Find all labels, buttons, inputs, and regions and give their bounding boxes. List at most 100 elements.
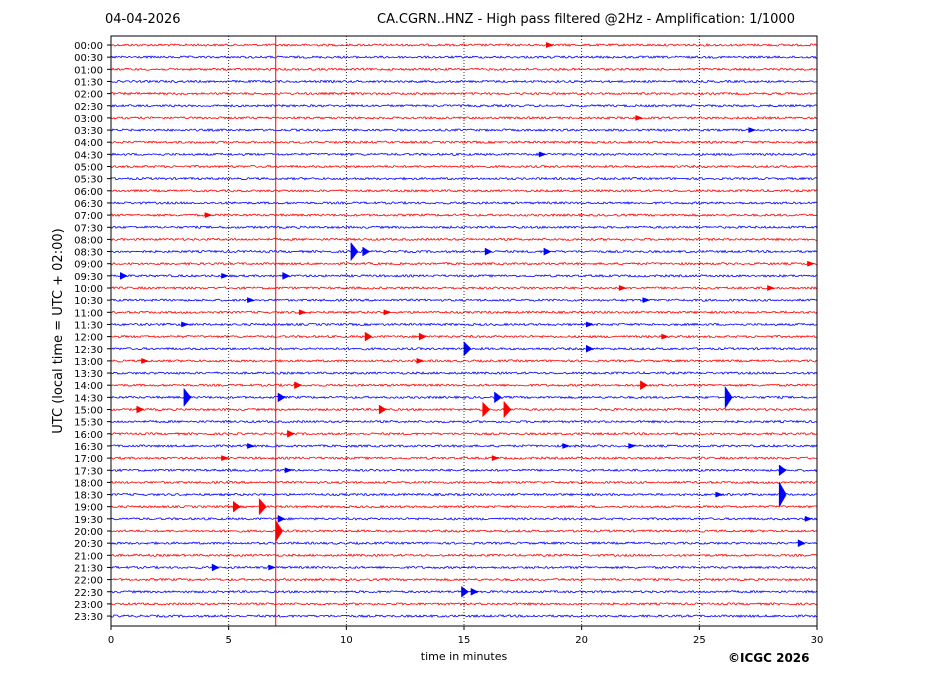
trace-group bbox=[110, 42, 818, 618]
trace-1600 bbox=[110, 431, 818, 436]
trace-1500 bbox=[110, 407, 818, 412]
trace-1430 bbox=[110, 395, 818, 400]
x-tick-label-0: 0 bbox=[108, 635, 114, 646]
y-tick-label-1830: 18:30 bbox=[74, 491, 103, 502]
event-1000-1 bbox=[767, 285, 775, 291]
trace-0600 bbox=[110, 188, 818, 193]
event-0830-2 bbox=[484, 248, 493, 256]
y-tick-label-0300: 03:00 bbox=[74, 114, 103, 125]
trace-1830 bbox=[110, 492, 818, 497]
y-tick-label-1900: 19:00 bbox=[74, 503, 103, 514]
event-0930-2 bbox=[282, 272, 290, 280]
y-tick-label-2000: 20:00 bbox=[74, 527, 103, 538]
x-tick-label-15: 15 bbox=[458, 635, 471, 646]
event-1500-1 bbox=[378, 405, 387, 414]
x-tick-label-20: 20 bbox=[575, 635, 588, 646]
y-tick-label-1230: 12:30 bbox=[74, 345, 103, 356]
event-0700-0 bbox=[204, 212, 213, 218]
event-0300-0 bbox=[635, 115, 643, 121]
y-tick-label-0500: 05:00 bbox=[74, 163, 103, 174]
event-1500-3 bbox=[503, 401, 511, 418]
event-2030-0 bbox=[797, 539, 806, 547]
event-1030-0 bbox=[247, 297, 255, 303]
trace-0400 bbox=[110, 140, 818, 145]
x-tick-label-25: 25 bbox=[693, 635, 706, 646]
event-1100-0 bbox=[298, 309, 307, 315]
trace-1530 bbox=[110, 419, 818, 424]
event-1730-0 bbox=[284, 467, 293, 473]
y-tick-label-1500: 15:00 bbox=[74, 406, 103, 417]
y-tick-label-0430: 04:30 bbox=[74, 150, 103, 161]
y-tick-label-1430: 14:30 bbox=[74, 393, 103, 404]
event-2000-0 bbox=[275, 520, 283, 542]
event-1230-1 bbox=[586, 345, 594, 353]
trace-1930 bbox=[110, 516, 818, 521]
event-1130-0 bbox=[181, 321, 189, 328]
event-1400-1 bbox=[640, 380, 648, 390]
event-1430-1 bbox=[277, 392, 286, 402]
y-tick-label-2300: 23:00 bbox=[74, 600, 103, 611]
event-0000-0 bbox=[546, 42, 554, 48]
event-1600-0 bbox=[287, 430, 295, 438]
event-0930-0 bbox=[120, 272, 128, 280]
y-tick-label-0930: 09:30 bbox=[74, 272, 103, 283]
y-tick-label-0200: 02:00 bbox=[74, 90, 103, 101]
y-tick-label-0030: 00:30 bbox=[74, 53, 103, 64]
event-1000-0 bbox=[618, 285, 627, 291]
x-axis: 0 5 10 15 20 25 30 bbox=[108, 626, 823, 646]
event-1900-0 bbox=[233, 501, 241, 513]
event-1930-1 bbox=[804, 516, 813, 522]
y-tick-label-1000: 10:00 bbox=[74, 284, 103, 295]
y-tick-label-2200: 22:00 bbox=[74, 576, 103, 587]
event-1100-1 bbox=[383, 309, 391, 315]
y-tick-label-0800: 08:00 bbox=[74, 235, 103, 246]
y-axis-label: UTC (local time = UTC + 02:00) bbox=[51, 228, 66, 433]
event-1200-1 bbox=[418, 333, 427, 341]
y-tick-label-1200: 12:00 bbox=[74, 333, 103, 344]
y-tick-label-0700: 07:00 bbox=[74, 211, 103, 222]
y-tick-label-1930: 19:30 bbox=[74, 515, 103, 526]
event-2230-1 bbox=[470, 588, 479, 596]
event-0830-1 bbox=[362, 247, 370, 257]
event-1500-2 bbox=[482, 402, 490, 417]
event-1300-1 bbox=[416, 358, 424, 364]
y-tick-label-1130: 11:30 bbox=[74, 320, 103, 331]
event-1230-0 bbox=[463, 341, 471, 356]
trace-0530 bbox=[110, 176, 818, 181]
x-axis-label: time in minutes bbox=[421, 650, 508, 663]
y-tick-label-0230: 02:30 bbox=[74, 102, 103, 113]
event-1430-0 bbox=[183, 388, 191, 407]
y-tick-label-2330: 23:30 bbox=[74, 612, 103, 623]
event-1700-0 bbox=[221, 455, 229, 461]
event-0930-1 bbox=[221, 273, 229, 279]
chart-date: 04-04-2026 bbox=[105, 12, 181, 27]
event-2130-1 bbox=[268, 564, 276, 571]
trace-1330 bbox=[110, 371, 818, 375]
y-tick-label-1030: 10:30 bbox=[74, 296, 103, 307]
y-tick-label-2100: 21:00 bbox=[74, 551, 103, 562]
y-tick-label-0100: 01:00 bbox=[74, 65, 103, 76]
y-tick-label-2230: 22:30 bbox=[74, 588, 103, 599]
copyright-label: ©ICGC 2026 bbox=[728, 651, 810, 665]
event-1400-0 bbox=[294, 381, 302, 389]
y-tick-label-1730: 17:30 bbox=[74, 466, 103, 477]
event-1630-0 bbox=[247, 443, 255, 449]
trace-1700 bbox=[110, 456, 818, 461]
y-tick-label-1400: 14:00 bbox=[74, 381, 103, 392]
y-tick-label-2130: 21:30 bbox=[74, 563, 103, 574]
event-1830-0 bbox=[715, 491, 723, 498]
event-0330-0 bbox=[748, 127, 756, 133]
y-tick-label-0330: 03:30 bbox=[74, 126, 103, 137]
y-tick-label-0900: 09:00 bbox=[74, 260, 103, 271]
event-1900-1 bbox=[258, 498, 267, 515]
y-tick-label-1600: 16:00 bbox=[74, 430, 103, 441]
y-tick-label-2030: 20:30 bbox=[74, 539, 103, 550]
event-1030-1 bbox=[642, 297, 650, 303]
event-2130-0 bbox=[211, 563, 220, 572]
trace-1630 bbox=[110, 444, 818, 448]
y-tick-label-1700: 17:00 bbox=[74, 454, 103, 465]
y-tick-label-0630: 06:30 bbox=[74, 199, 103, 210]
y-tick-label-0530: 05:30 bbox=[74, 175, 103, 186]
